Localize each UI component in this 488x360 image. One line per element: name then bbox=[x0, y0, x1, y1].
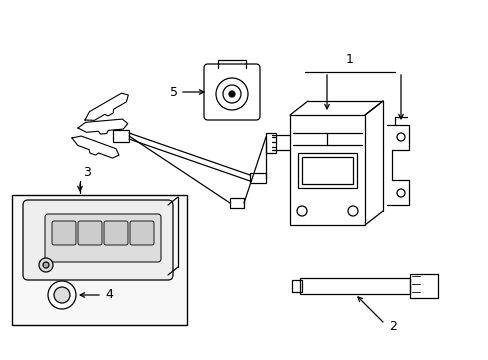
Circle shape bbox=[48, 281, 76, 309]
Bar bbox=[12, 195, 186, 325]
Bar bbox=[291, 280, 302, 292]
Circle shape bbox=[39, 258, 53, 272]
FancyBboxPatch shape bbox=[45, 214, 161, 262]
Bar bbox=[299, 278, 409, 294]
Bar bbox=[302, 157, 352, 184]
FancyBboxPatch shape bbox=[203, 64, 260, 120]
Bar bbox=[409, 274, 437, 298]
Circle shape bbox=[228, 91, 235, 97]
FancyBboxPatch shape bbox=[130, 221, 154, 245]
Bar bbox=[297, 153, 356, 188]
FancyBboxPatch shape bbox=[78, 221, 102, 245]
Text: 2: 2 bbox=[388, 320, 396, 333]
Bar bbox=[265, 133, 275, 153]
Text: 3: 3 bbox=[83, 166, 91, 179]
Bar bbox=[249, 173, 265, 183]
Text: 1: 1 bbox=[346, 53, 353, 66]
Bar bbox=[289, 115, 364, 225]
Text: 5: 5 bbox=[170, 85, 178, 99]
FancyBboxPatch shape bbox=[23, 200, 173, 280]
Bar bbox=[229, 198, 244, 208]
Text: 4: 4 bbox=[105, 288, 113, 302]
Bar bbox=[113, 130, 129, 142]
FancyBboxPatch shape bbox=[104, 221, 128, 245]
FancyBboxPatch shape bbox=[52, 221, 76, 245]
Circle shape bbox=[54, 287, 70, 303]
Circle shape bbox=[43, 262, 49, 268]
